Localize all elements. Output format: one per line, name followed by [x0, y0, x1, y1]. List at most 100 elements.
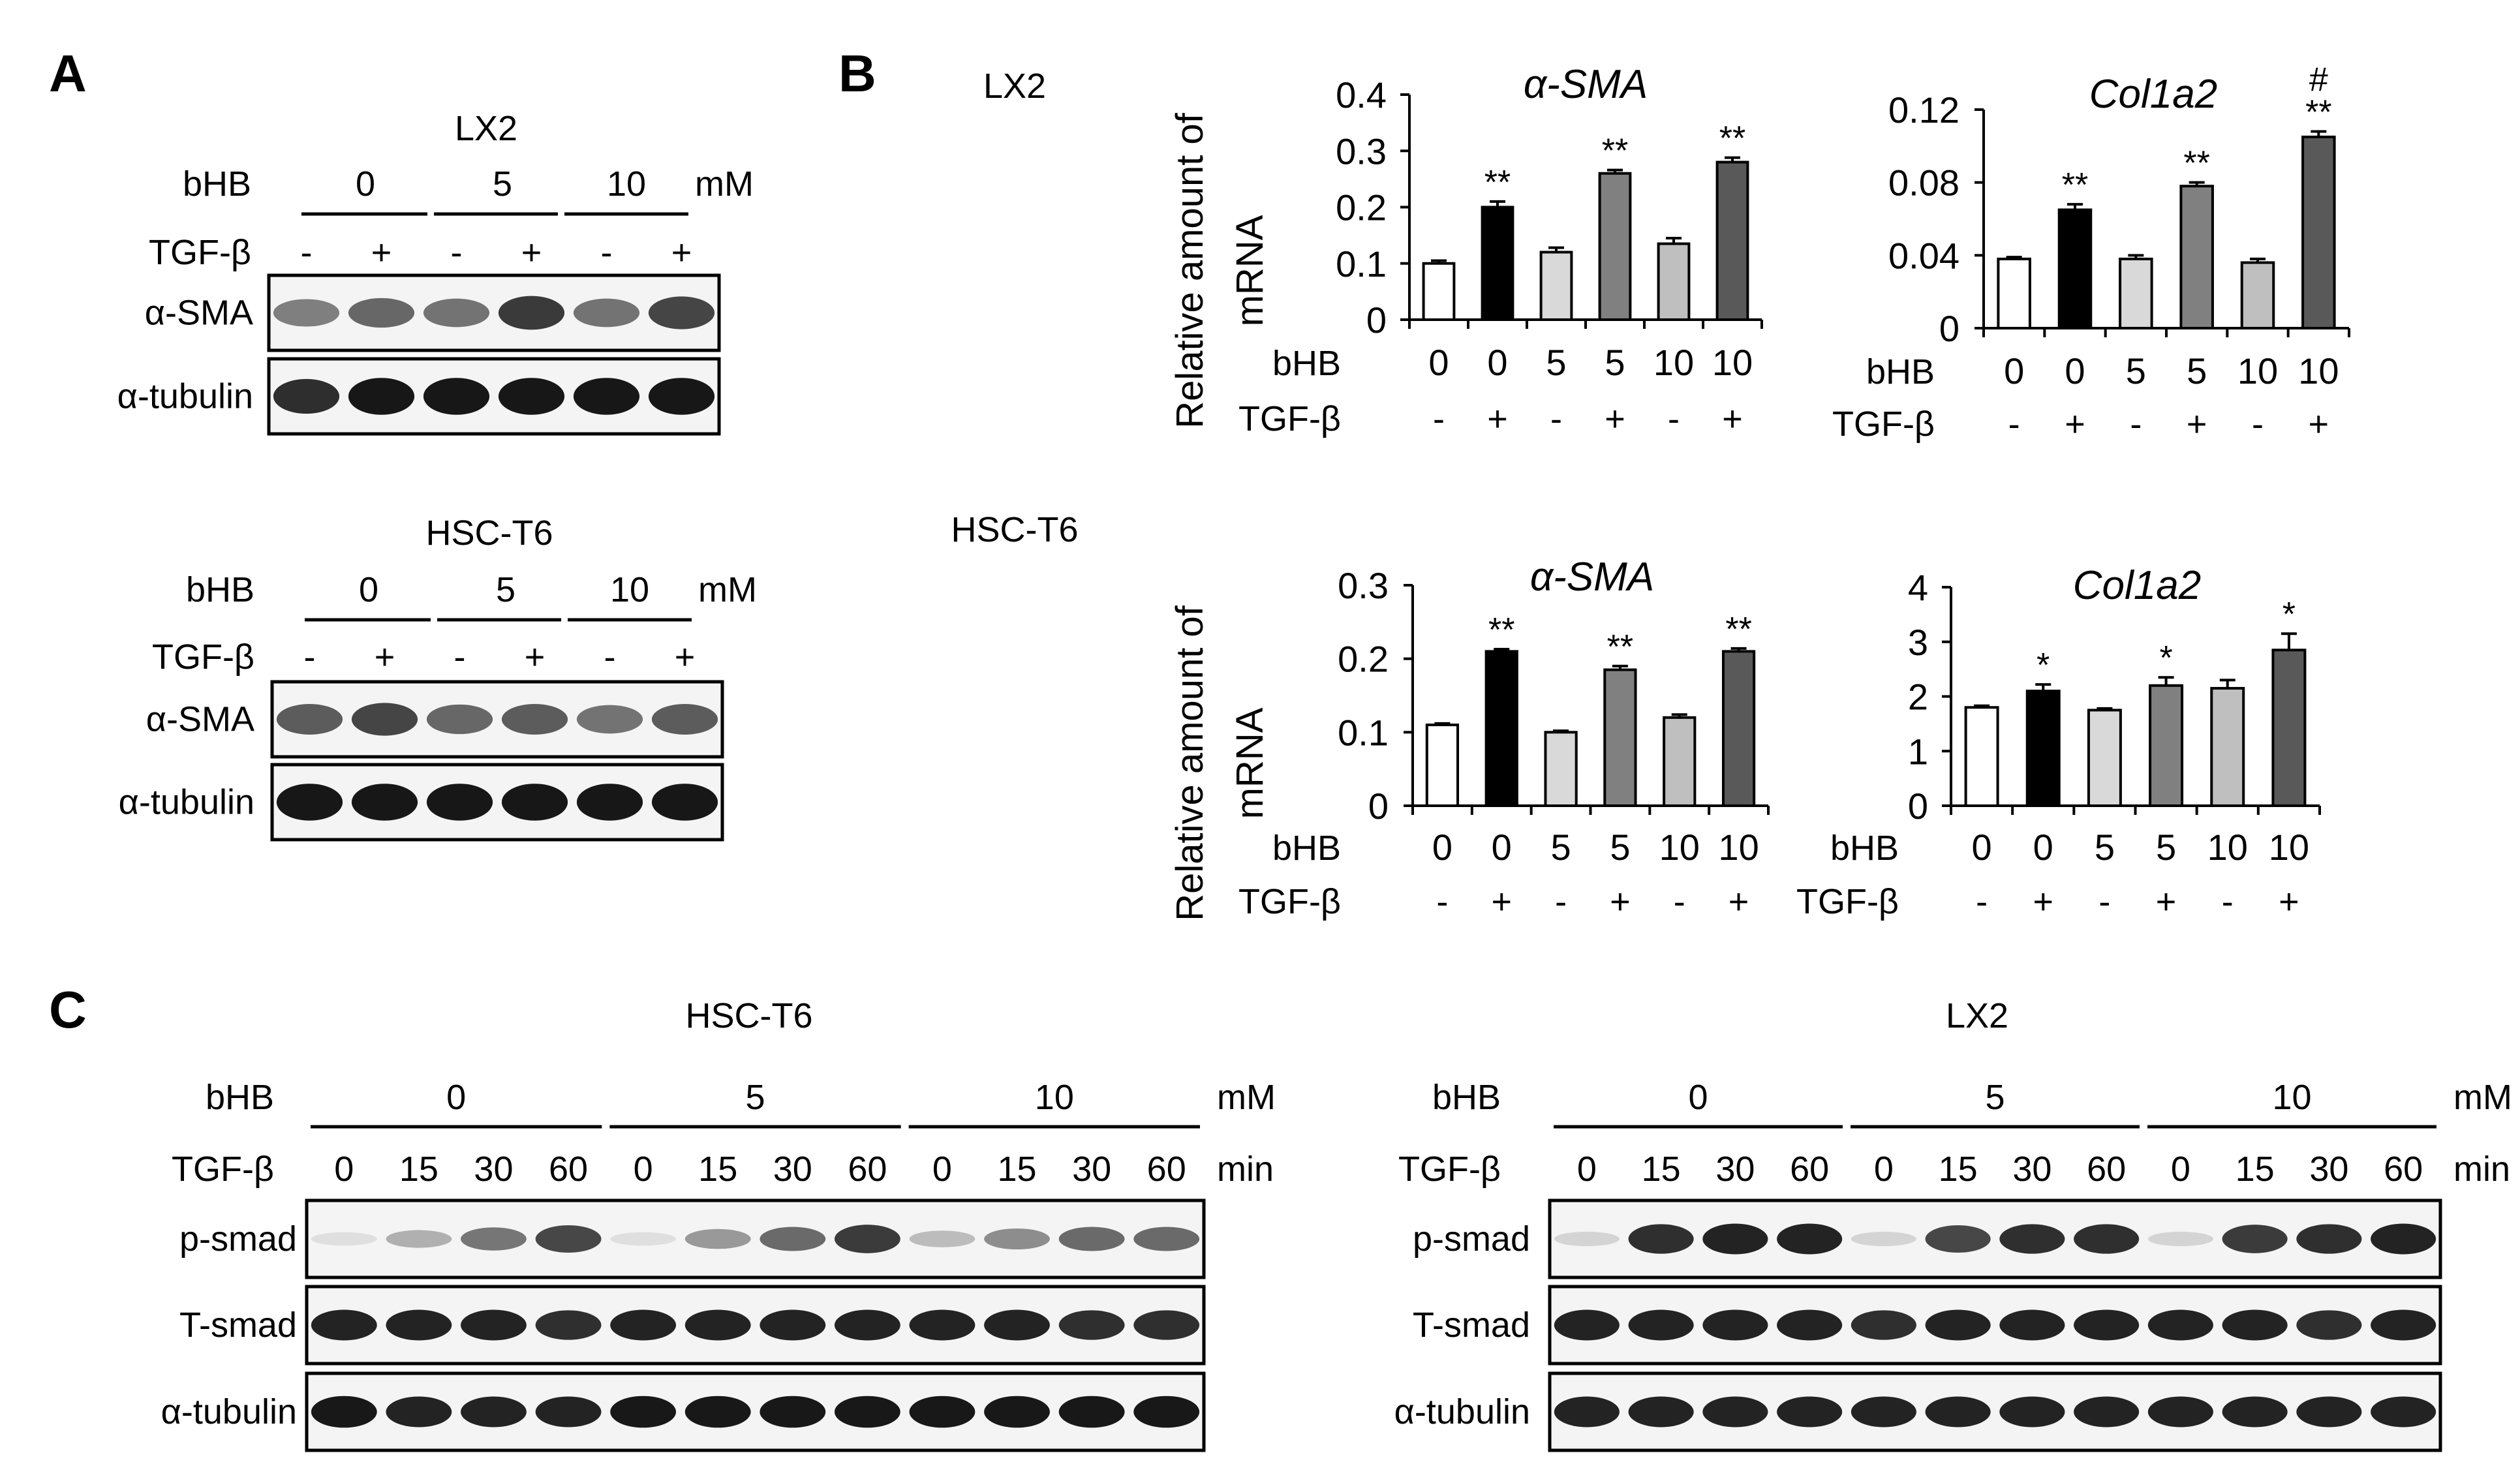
- blot-band: [311, 1232, 377, 1246]
- time-label: 0: [932, 1150, 952, 1189]
- y-tick-label: 0.4: [1336, 74, 1387, 115]
- blot-band: [984, 1396, 1050, 1428]
- time-label: 60: [2384, 1150, 2423, 1189]
- blot-row-label: p-smad: [1413, 1219, 1530, 1259]
- x-tick-label-bhb: 0: [1432, 827, 1452, 868]
- blot-band: [386, 1309, 452, 1341]
- panel-c-letter: C: [49, 981, 87, 1039]
- x-tick-label-tgf: +: [2065, 405, 2085, 444]
- blot-band: [501, 784, 568, 821]
- time-label: 15: [1642, 1150, 1681, 1189]
- panel-a: A LX2 bHB 0 5 10 mM TGF-β - + - + - + α-SMA α-…: [49, 44, 757, 842]
- blot-band: [1851, 1231, 1916, 1247]
- blot-row-label: T-smad: [1413, 1305, 1530, 1345]
- time-label: 0: [1874, 1150, 1894, 1189]
- bhb-row-label: bHB: [186, 570, 254, 609]
- bar: [1964, 706, 1999, 807]
- bar: [2119, 257, 2153, 329]
- x-row-label-tgf: TGF-β: [1238, 399, 1341, 438]
- blot-title: LX2: [1946, 996, 2008, 1035]
- blot-band: [684, 1229, 751, 1249]
- x-row-label-tgf: TGF-β: [1832, 405, 1935, 444]
- bar: [2301, 135, 2336, 329]
- time-label: 15: [1939, 1150, 1978, 1189]
- y-tick-label: 0.3: [1338, 565, 1389, 606]
- x-tick-label-tgf: +: [1487, 399, 1508, 438]
- blot-band: [273, 378, 340, 414]
- blot-band: [461, 1227, 527, 1251]
- blot-row-label: α-SMA: [146, 700, 254, 739]
- y-tick-label: 2: [1908, 677, 1928, 718]
- blot-row-label: α-tubulin: [161, 1392, 297, 1431]
- blot-band: [276, 784, 343, 821]
- x-row-label-bhb: bHB: [1866, 352, 1935, 391]
- blot-band: [2296, 1224, 2362, 1254]
- blot-band: [2074, 1309, 2140, 1341]
- blot-title: HSC-T6: [685, 996, 812, 1035]
- panel-b-letter: B: [838, 44, 876, 102]
- blot-band: [501, 704, 568, 735]
- y-tick-label: 0.12: [1888, 89, 1959, 130]
- x-tick-label-bhb: 5: [2095, 827, 2115, 868]
- blot-strip: [1548, 1199, 2442, 1279]
- blot-band: [2371, 1309, 2436, 1341]
- chart-title: Col1a2: [2073, 563, 2201, 608]
- time-label: 30: [1715, 1150, 1755, 1189]
- blot-band: [909, 1230, 976, 1247]
- y-tick-label: 4: [1908, 567, 1928, 608]
- blot-band: [648, 296, 715, 329]
- blot-band: [2222, 1309, 2288, 1341]
- blot-band: [461, 1396, 527, 1428]
- time-label: 60: [848, 1150, 887, 1189]
- blot-band: [1058, 1396, 1125, 1428]
- blot-band: [610, 1232, 677, 1246]
- y-axis-label-line1: Relative amount of: [1169, 112, 1211, 428]
- time-label: 30: [2012, 1150, 2051, 1189]
- blot-band: [573, 378, 640, 415]
- blot-band: [1133, 1310, 1200, 1340]
- unit-label: mM: [1217, 1078, 1276, 1117]
- blot-band: [760, 1227, 826, 1251]
- blot-band: [760, 1396, 826, 1428]
- unit-label: mM: [2453, 1078, 2512, 1117]
- bar: [2240, 261, 2275, 329]
- blot-band: [311, 1309, 377, 1341]
- blot-band: [348, 298, 415, 328]
- x-tick-label-bhb: 5: [2156, 827, 2176, 868]
- bhb-row-label: bHB: [206, 1078, 274, 1117]
- chart-title: Col1a2: [2089, 72, 2217, 117]
- significance-marker: *: [2159, 639, 2172, 677]
- bar: [1425, 724, 1460, 807]
- row-label-hsc-t6: HSC-T6: [951, 510, 1078, 549]
- blot-strip: [270, 680, 724, 759]
- x-tick-label-tgf: -: [2130, 405, 2142, 444]
- time-label: 0: [334, 1150, 354, 1189]
- bar-chart-lx2-col1a2: Col1a2 0 0.04 0.08 0.12 bHB TGF-β 0 - ** 0 +5 - ** 5 +1…: [1832, 61, 2350, 444]
- blot-band: [2147, 1309, 2213, 1341]
- x-tick-label-bhb: 0: [1487, 342, 1507, 383]
- tgf-sign: +: [371, 233, 392, 272]
- blot-band: [311, 1396, 377, 1428]
- blot-strip: [270, 763, 724, 842]
- x-row-label-bhb: bHB: [1272, 344, 1341, 383]
- blot-band: [351, 703, 418, 736]
- y-tick-label: 3: [1908, 622, 1928, 663]
- blot-band: [2222, 1396, 2288, 1428]
- y-axis-label-line2: mRNA: [1229, 707, 1271, 819]
- bhb-group-10: 10: [610, 570, 649, 609]
- x-row-label-bhb: bHB: [1272, 829, 1341, 868]
- bar: [2179, 185, 2214, 329]
- significance-marker: *: [2036, 647, 2050, 684]
- x-tick-label-bhb: 10: [1712, 342, 1753, 383]
- bar: [1484, 650, 1518, 808]
- tgf-sign: +: [521, 233, 542, 272]
- time-label: 30: [474, 1150, 513, 1189]
- unit-label: mM: [698, 570, 757, 609]
- time-label: 60: [1790, 1150, 1829, 1189]
- blot-band: [2147, 1231, 2213, 1247]
- blot-band: [1777, 1396, 1843, 1428]
- tgf-row-label: TGF-β: [152, 637, 254, 677]
- y-tick-label: 0: [1368, 786, 1389, 827]
